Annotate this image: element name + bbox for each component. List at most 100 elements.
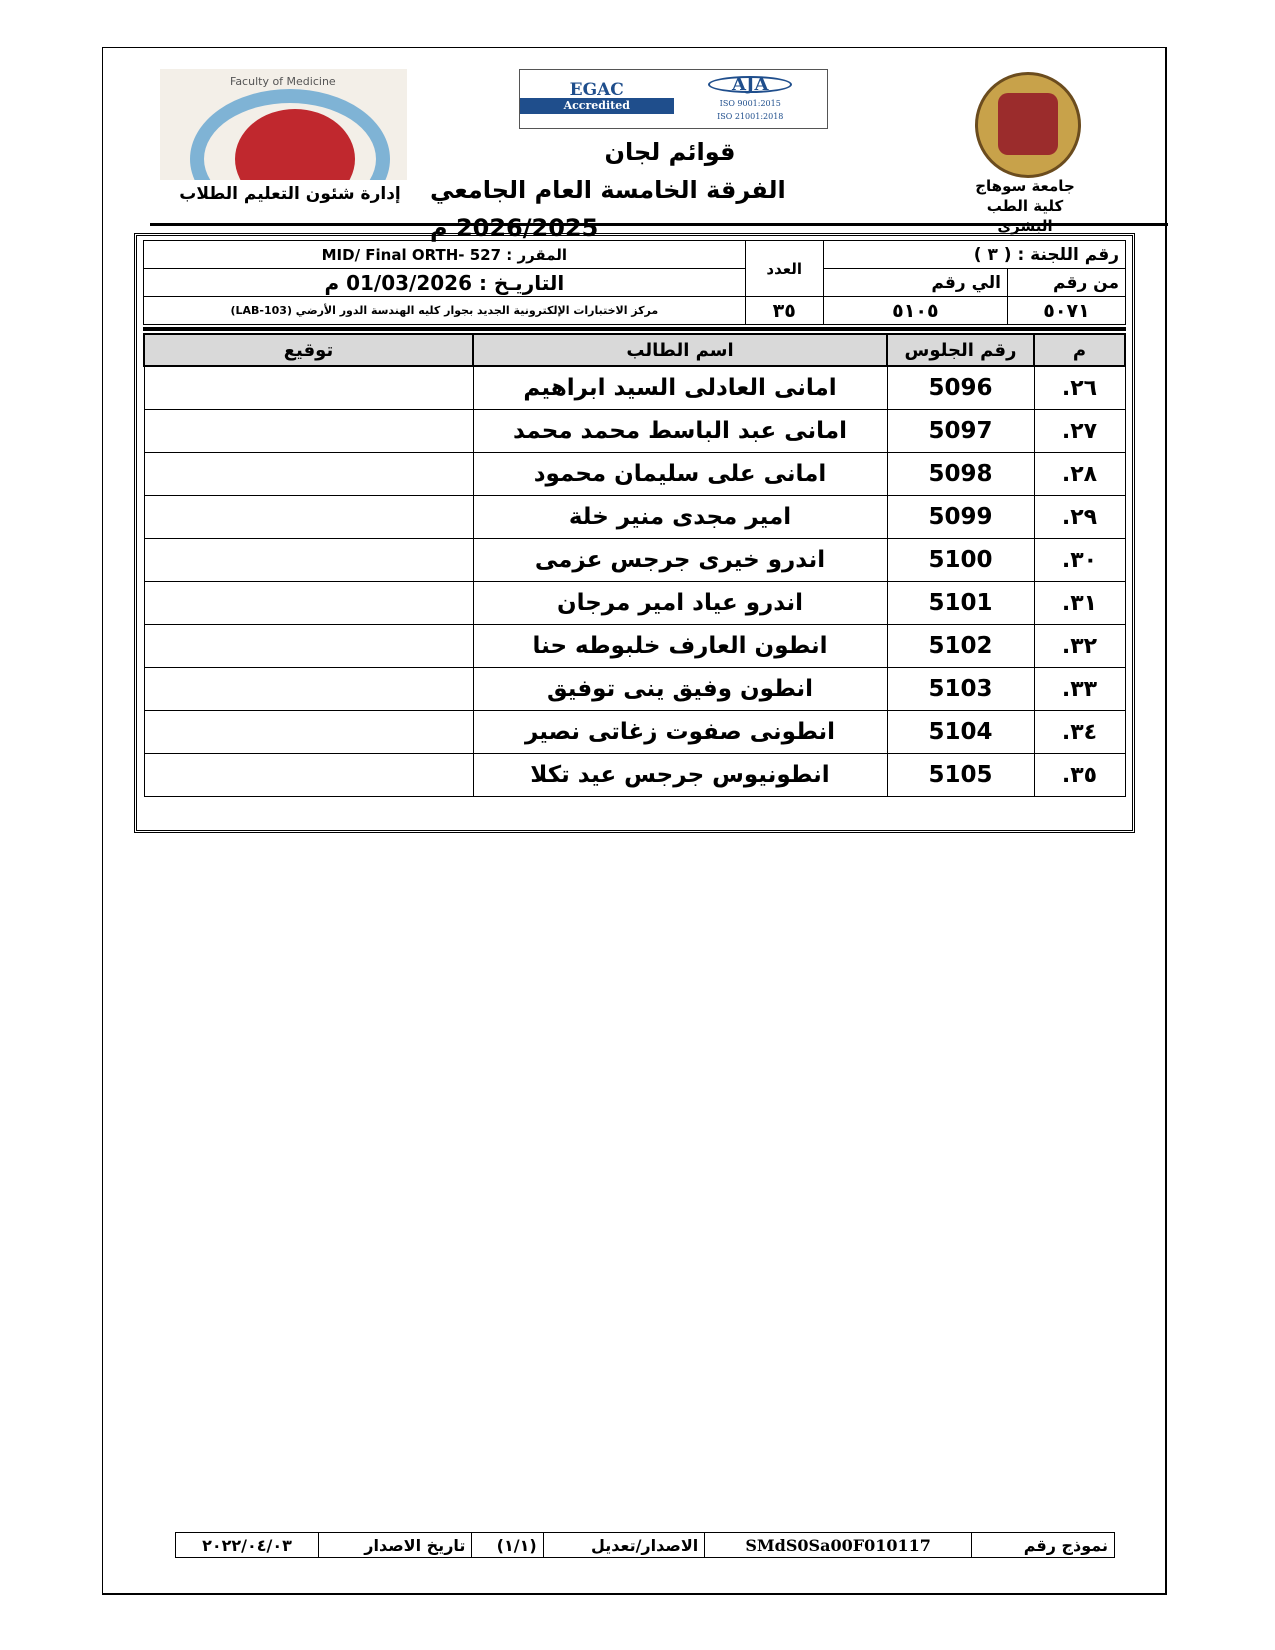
university: جامعة سوهاج bbox=[975, 177, 1075, 195]
signature bbox=[143, 753, 474, 797]
student-name: انطونى صفوت زغاتى نصير bbox=[472, 710, 888, 754]
department: إدارة شئون التعليم الطلاب bbox=[179, 184, 401, 204]
row-number: ٣٣. bbox=[1033, 667, 1126, 711]
signature bbox=[143, 495, 474, 539]
date-label: التاريـخ : bbox=[478, 270, 565, 295]
date: 01/03/2026 م bbox=[324, 270, 472, 295]
row-number: ٢٧. bbox=[1033, 409, 1126, 453]
row-number: ٢٩. bbox=[1033, 495, 1126, 539]
signature bbox=[143, 624, 474, 668]
student-name: امانى عبد الباسط محمد محمد bbox=[472, 409, 888, 453]
student-name: امانى على سليمان محمود bbox=[472, 452, 888, 496]
seat-number: 5096 bbox=[886, 365, 1035, 410]
faculty: كلية الطب البشرى bbox=[986, 197, 1064, 235]
student-row: ٢٦. 5096 امانى العادلى السيد ابراهيم bbox=[143, 365, 1126, 410]
version: (١/١) bbox=[471, 1532, 544, 1558]
student-name: انطون العارف خلبوطه حنا bbox=[472, 624, 888, 668]
student-name: امير مجدى منير خلة bbox=[472, 495, 888, 539]
course: MID/ Final ORTH- 527 bbox=[321, 245, 502, 264]
course-label: المقرر : bbox=[506, 245, 568, 264]
student-row: ٣٠. 5100 اندرو خيرى جرجس عزمى bbox=[143, 538, 1126, 582]
version-label: الاصدار/تعديل bbox=[542, 1532, 706, 1558]
seat-number: 5103 bbox=[886, 667, 1035, 711]
student-row: ٣١. 5101 اندرو عياد امير مرجان bbox=[143, 581, 1126, 625]
row-number: ٣٥. bbox=[1033, 753, 1126, 797]
title: قوائم لجان bbox=[604, 138, 736, 166]
count-label: العدد bbox=[744, 240, 824, 297]
university-logo bbox=[975, 72, 1081, 178]
date-cell: التاريـخ : 01/03/2026 م bbox=[143, 268, 746, 297]
iso: ISO 9001:2015 bbox=[719, 99, 781, 108]
title-block: قوائم لجان الفرقة الخامسة العام الجامعي … bbox=[420, 133, 920, 247]
header-rule bbox=[150, 223, 1168, 226]
iso: ISO 21001:2018 bbox=[717, 112, 784, 121]
signature bbox=[143, 409, 474, 453]
seat-number: 5105 bbox=[886, 753, 1035, 797]
from: ٥٠٧١ bbox=[1007, 296, 1126, 325]
to: ٥١٠٥ bbox=[822, 296, 1009, 325]
row-number: ٣٠. bbox=[1033, 538, 1126, 582]
form-label: نموذج رقم bbox=[971, 1532, 1115, 1558]
seat-number: 5102 bbox=[886, 624, 1035, 668]
student-table: م رقم الجلوس اسم الطالب توقيع ٢٦. 5096 امانى … bbox=[143, 333, 1126, 797]
seat-number: 5097 bbox=[886, 409, 1035, 453]
row-number: ٣٢. bbox=[1033, 624, 1126, 668]
student-row: ٢٨. 5098 امانى على سليمان محمود bbox=[143, 452, 1126, 496]
column-header: توقيع bbox=[143, 333, 474, 367]
logo-emblem bbox=[998, 93, 1058, 155]
footer-table: نموذج رقم SMdS0Sa00F010117 الاصدار/تعديل… bbox=[175, 1532, 1115, 1558]
egac-logo: EGAC Accredited bbox=[520, 70, 674, 128]
seat-number: 5101 bbox=[886, 581, 1035, 625]
student-row: ٢٧. 5097 امانى عبد الباسط محمد محمد bbox=[143, 409, 1126, 453]
course-cell: المقرر : MID/ Final ORTH- 527 bbox=[143, 240, 746, 269]
column-header: م bbox=[1033, 333, 1126, 367]
row-number: ٢٦. bbox=[1033, 365, 1126, 410]
count: ٣٥ bbox=[744, 296, 824, 325]
column-header: رقم الجلوس bbox=[886, 333, 1035, 367]
row-number: ٣٤. bbox=[1033, 710, 1126, 754]
student-row: ٣٣. 5103 انطون وفيق ينى توفيق bbox=[143, 667, 1126, 711]
university-name: جامعة سوهاج كلية الطب البشرى bbox=[960, 176, 1090, 236]
student-row: ٣٢. 5102 انطون العارف خلبوطه حنا bbox=[143, 624, 1126, 668]
row-number: ٢٨. bbox=[1033, 452, 1126, 496]
committee: رقم اللجنة : ( ٣ ) bbox=[822, 240, 1127, 269]
row-number: ٣١. bbox=[1033, 581, 1126, 625]
egac-sub: Accredited bbox=[520, 98, 674, 114]
student-row: ٢٩. 5099 امير مجدى منير خلة bbox=[143, 495, 1126, 539]
aja-logo: AJA ISO 9001:2015 ISO 21001:2018 bbox=[674, 70, 828, 128]
to-label: الي رقم bbox=[822, 268, 1009, 297]
seat-number: 5098 bbox=[886, 452, 1035, 496]
seat-number: 5100 bbox=[886, 538, 1035, 582]
sheet-box: رقم اللجنة : ( ٣ ) العدد المقرر : MID/ F… bbox=[134, 233, 1135, 833]
logo-crescent bbox=[235, 109, 355, 180]
header-row: م رقم الجلوس اسم الطالب توقيع bbox=[143, 333, 1126, 367]
info-table: رقم اللجنة : ( ٣ ) العدد المقرر : MID/ F… bbox=[143, 240, 1127, 325]
student-row: ٣٤. 5104 انطونى صفوت زغاتى نصير bbox=[143, 710, 1126, 754]
issue-date: ٢٠٢٢/٠٤/٠٣ bbox=[175, 1532, 319, 1558]
location: مركز الاختبارات الإلكترونية الجديد بجوار… bbox=[143, 296, 746, 325]
accreditation-logos: EGAC Accredited AJA ISO 9001:2015 ISO 21001… bbox=[519, 69, 828, 129]
student-row: ٣٥. 5105 انطونيوس جرجس عيد تكلا bbox=[143, 753, 1126, 797]
signature bbox=[143, 581, 474, 625]
signature bbox=[143, 710, 474, 754]
student-name: اندرو عياد امير مرجان bbox=[472, 581, 888, 625]
seat-number: 5104 bbox=[886, 710, 1035, 754]
from-label: من رقم bbox=[1007, 268, 1126, 297]
student-name: امانى العادلى السيد ابراهيم bbox=[472, 365, 888, 410]
student-name: انطون وفيق ينى توفيق bbox=[472, 667, 888, 711]
subtitle: الفرقة الخامسة العام الجامعي 2026/2025 م bbox=[430, 176, 786, 242]
student-name: انطونيوس جرجس عيد تكلا bbox=[472, 753, 888, 797]
logo-text: Faculty of Medicine bbox=[230, 75, 336, 88]
faculty-logo: Faculty of Medicine bbox=[160, 69, 407, 180]
form-number: SMdS0Sa00F010117 bbox=[704, 1532, 972, 1558]
page-frame bbox=[102, 47, 1167, 1595]
signature bbox=[143, 452, 474, 496]
separator bbox=[143, 327, 1126, 331]
signature bbox=[143, 538, 474, 582]
student-name: اندرو خيرى جرجس عزمى bbox=[472, 538, 888, 582]
issue-date-label: تاريخ الاصدار bbox=[317, 1532, 473, 1558]
egac: EGAC bbox=[569, 80, 624, 100]
signature bbox=[143, 365, 474, 410]
signature bbox=[143, 667, 474, 711]
